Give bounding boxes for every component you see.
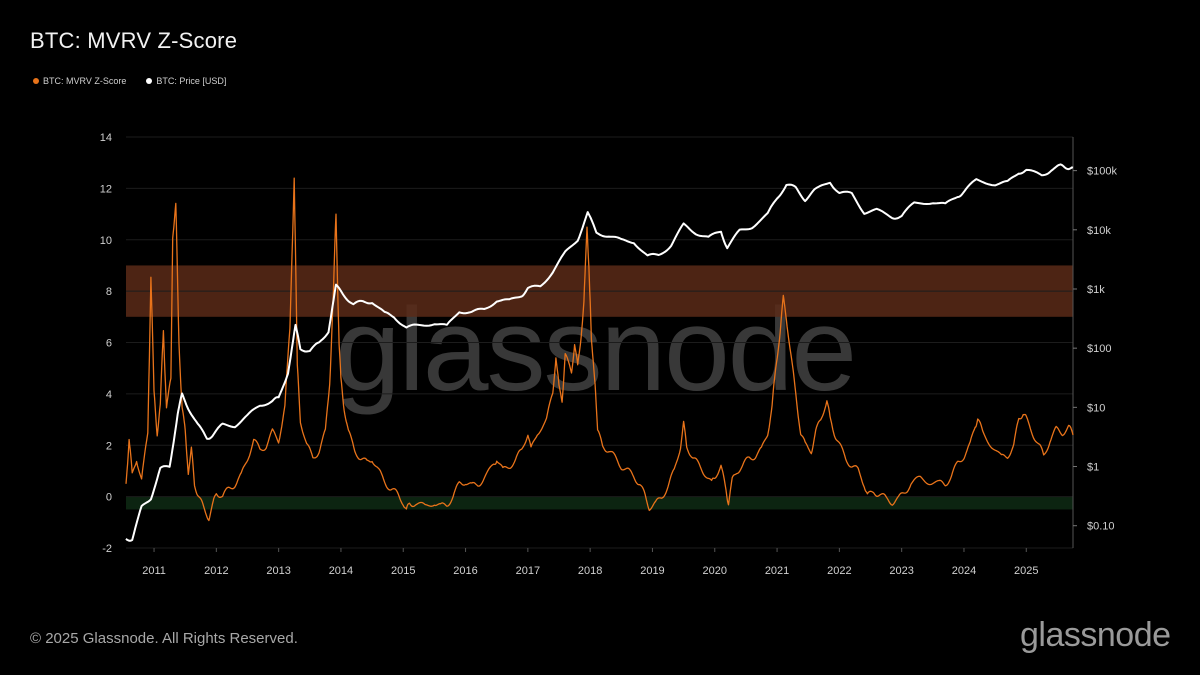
x-tick-8: 2019 [640,565,664,577]
legend-item-price[interactable]: BTC: Price [USD] [146,76,226,86]
y-left-tick-7: 12 [100,183,112,195]
x-tick-11: 2022 [827,565,851,577]
band-1 [126,496,1073,510]
series-line-mvrv [125,177,1074,522]
x-tick-6: 2017 [516,565,540,577]
x-tick-10: 2021 [765,565,789,577]
y-left-tick-3: 4 [106,389,112,401]
y-right-tick-1: $1 [1087,462,1099,474]
legend-item-mvrv[interactable]: BTC: MVRV Z-Score [33,76,126,86]
y-left-tick-4: 6 [106,338,112,350]
x-tick-14: 2025 [1014,565,1038,577]
x-tick-5: 2016 [453,565,477,577]
y-left-tick-0: -2 [102,543,112,555]
x-tick-12: 2023 [889,565,913,577]
chart-legend: BTC: MVRV Z-Score BTC: Price [USD] [33,76,226,86]
x-tick-0: 2011 [142,565,166,577]
series-line-price [125,163,1074,542]
y-right-tick-5: $10k [1087,225,1111,237]
x-tick-3: 2014 [329,565,353,577]
chart-title: BTC: MVRV Z-Score [30,28,238,53]
copyright-text: © 2025 Glassnode. All Rights Reserved. [30,630,298,647]
y-right-tick-0: $0.10 [1087,521,1115,533]
x-tick-2: 2013 [266,565,290,577]
y-left-tick-5: 8 [106,286,112,298]
y-right-tick-4: $1k [1087,284,1105,296]
x-tick-4: 2015 [391,565,415,577]
y-left-tick-1: 0 [106,492,112,504]
y-left-tick-2: 2 [106,440,112,452]
legend-dot-price [146,78,153,84]
y-left-tick-6: 10 [100,235,112,247]
x-tick-7: 2018 [578,565,602,577]
y-right-tick-3: $100 [1087,343,1111,355]
x-tick-9: 2020 [703,565,727,577]
y-right-tick-2: $10 [1087,402,1105,414]
legend-label-price: BTC: Price [USD] [156,76,227,86]
legend-dot-mvrv [33,78,39,84]
y-left-tick-8: 14 [100,132,112,144]
x-tick-1: 2012 [204,565,228,577]
brand-logo: glassnode [1020,616,1171,654]
y-right-tick-6: $100k [1087,166,1117,178]
legend-label-mvrv: BTC: MVRV Z-Score [43,76,127,86]
x-tick-13: 2024 [952,565,976,577]
